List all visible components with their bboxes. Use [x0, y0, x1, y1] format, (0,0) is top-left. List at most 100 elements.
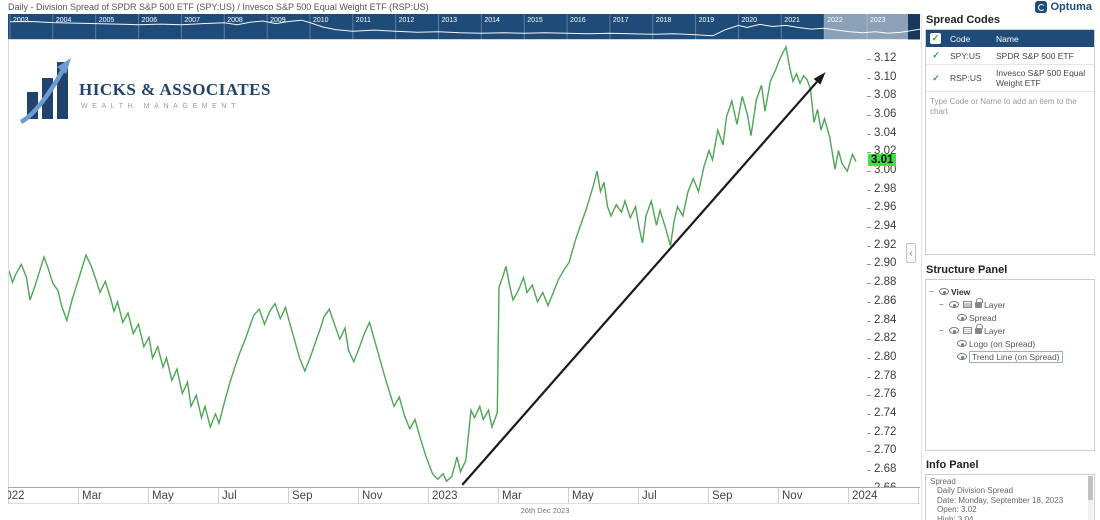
spread-line-series: [9, 44, 857, 483]
tree-item-logo[interactable]: Logo (on Spread): [929, 337, 1091, 350]
x-tick: [918, 488, 919, 503]
trend-line[interactable]: [461, 81, 818, 486]
y-tick: [867, 189, 871, 191]
date-range-navigator[interactable]: 2003 2004 2005 2006 2007 2008 2009 2010 2011 2012…: [8, 14, 920, 40]
row-checkbox[interactable]: ✓: [932, 72, 940, 83]
navigator-year-label: 2017: [613, 17, 629, 24]
x-tick: [288, 488, 289, 503]
y-axis-label: 3.10: [874, 70, 897, 83]
lock-icon[interactable]: [975, 297, 983, 308]
y-axis-label: 2.96: [874, 201, 897, 214]
structure-panel-section: Structure Panel − View − Layer Spread: [925, 264, 1095, 451]
x-axis-label: 2023: [432, 490, 458, 502]
scrollbar[interactable]: [1088, 476, 1093, 520]
y-axis[interactable]: 3.01 3.12 3.10 3.08 3.06 3.04 3.02 3.00 2.98 2.9…: [866, 40, 922, 487]
select-all-checkbox[interactable]: ✓: [930, 33, 941, 44]
table-row[interactable]: ✓ RSP:US Invesco S&P 500 Equal Weight ET…: [926, 64, 1094, 92]
x-axis-ruler[interactable]: 2022 Mar May Jul Sep Nov 2023 Mar May Jul Sep Nov 20…: [8, 487, 920, 504]
visibility-eye-icon[interactable]: [957, 314, 967, 321]
spread-chart-plot[interactable]: HICKS & ASSOCIATES WEALTH MANAGEMENT: [8, 40, 866, 487]
y-tick: [867, 413, 871, 415]
y-tick: [867, 376, 871, 378]
y-tick: [867, 152, 871, 154]
tree-item-trend-line[interactable]: Trend Line (on Spread): [929, 350, 1091, 363]
navigator-selection[interactable]: [824, 14, 908, 40]
code-cell: SPY:US: [946, 47, 992, 65]
navigator-year-label: 2023: [870, 17, 886, 24]
y-tick: [867, 77, 871, 79]
spread-codes-title: Spread Codes: [926, 14, 1000, 26]
panel-collapse-button[interactable]: ‹: [906, 243, 916, 263]
x-tick: [638, 488, 639, 503]
info-panel-box[interactable]: Spread Daily Division Spread Date: Monda…: [925, 474, 1095, 520]
visibility-eye-icon[interactable]: [957, 340, 967, 347]
navigator-sparkline: [9, 19, 920, 37]
navigator-year-label: 2010: [313, 17, 329, 24]
x-axis-label: 2024: [852, 490, 878, 502]
info-panel-title: Info Panel: [926, 459, 979, 471]
visibility-eye-icon[interactable]: [949, 301, 959, 308]
visibility-eye-icon[interactable]: [949, 327, 959, 334]
y-tick: [867, 171, 871, 173]
navigator-year-label: 2011: [356, 17, 371, 24]
navigator-right-handle[interactable]: [908, 14, 920, 40]
x-axis-label: Jul: [222, 490, 237, 502]
x-axis-label: Jul: [642, 490, 657, 502]
y-axis-label: 2.82: [874, 332, 897, 345]
tree-item-layer[interactable]: − Layer: [939, 323, 1006, 336]
info-line: Date: Monday, September 18, 2023: [937, 495, 1064, 505]
y-axis-label: 2.70: [874, 444, 897, 457]
navigator-year-label: 2005: [99, 17, 115, 24]
panel-divider: [921, 14, 922, 520]
layer-opacity-icon[interactable]: [963, 301, 972, 308]
code-column-header[interactable]: Code: [946, 30, 992, 47]
y-tick: [867, 59, 871, 60]
tree-item-spread[interactable]: Spread: [929, 311, 1091, 324]
visibility-eye-icon[interactable]: [939, 288, 949, 295]
navigator-svg: 2003 2004 2005 2006 2007 2008 2009 2010 2011 2012…: [9, 14, 920, 40]
y-axis-label: 2.68: [874, 462, 897, 475]
spread-line-svg: [9, 44, 857, 486]
codes-header-row: ✓ Code Name: [926, 30, 1094, 47]
spread-codes-table: ✓ Code Name ✓ SPY:US SPDR S&P 500 ETF ✓ …: [926, 30, 1094, 92]
x-axis-label: Mar: [82, 490, 102, 502]
collapse-toggle[interactable]: −: [939, 300, 944, 309]
y-tick: [867, 395, 871, 397]
x-axis-label: Sep: [292, 490, 313, 502]
y-axis-label: 2.92: [874, 238, 897, 251]
y-axis-label: 2.90: [874, 257, 897, 270]
tree-item-view[interactable]: − View: [929, 286, 971, 297]
info-line: Open: 3.02: [937, 505, 977, 515]
name-column-header[interactable]: Name: [992, 30, 1094, 47]
visibility-eye-icon[interactable]: [957, 353, 967, 360]
x-axis-label: Mar: [502, 490, 522, 502]
layer-opacity-icon[interactable]: [963, 327, 972, 334]
logo-tagline: WEALTH MANAGEMENT: [81, 103, 240, 110]
collapse-toggle[interactable]: −: [939, 326, 944, 335]
x-tick: [498, 488, 499, 503]
navigator-year-label: 2020: [741, 17, 757, 24]
info-line: High: 3.04: [937, 514, 974, 520]
logo-company-name: HICKS & ASSOCIATES: [79, 80, 271, 99]
table-row[interactable]: ✓ SPY:US SPDR S&P 500 ETF: [926, 47, 1094, 65]
x-tick: [218, 488, 219, 503]
x-axis-label: 2022: [8, 490, 25, 502]
x-axis-label: Nov: [782, 490, 803, 502]
y-tick: [867, 320, 871, 322]
structure-tree: − View − Layer Spread −: [925, 279, 1095, 451]
tree-item-layer[interactable]: − Layer: [939, 297, 1006, 310]
y-tick: [867, 339, 871, 341]
lock-icon[interactable]: [975, 323, 983, 334]
y-axis-label: 2.80: [874, 350, 897, 363]
y-axis-label: 3.04: [874, 126, 897, 139]
scrollbar-thumb[interactable]: [1088, 476, 1093, 500]
navigator-year-label: 2018: [656, 17, 672, 24]
y-axis-label: 2.78: [874, 369, 897, 382]
navigator-year-label: 2007: [184, 17, 200, 24]
collapse-toggle[interactable]: −: [929, 287, 934, 296]
row-checkbox[interactable]: ✓: [932, 50, 940, 60]
spread-codes-box: ✓ Code Name ✓ SPY:US SPDR S&P 500 ETF ✓ …: [925, 29, 1095, 255]
add-code-input[interactable]: Type Code or Name to add an item to the …: [930, 97, 1077, 117]
y-tick: [867, 283, 871, 285]
